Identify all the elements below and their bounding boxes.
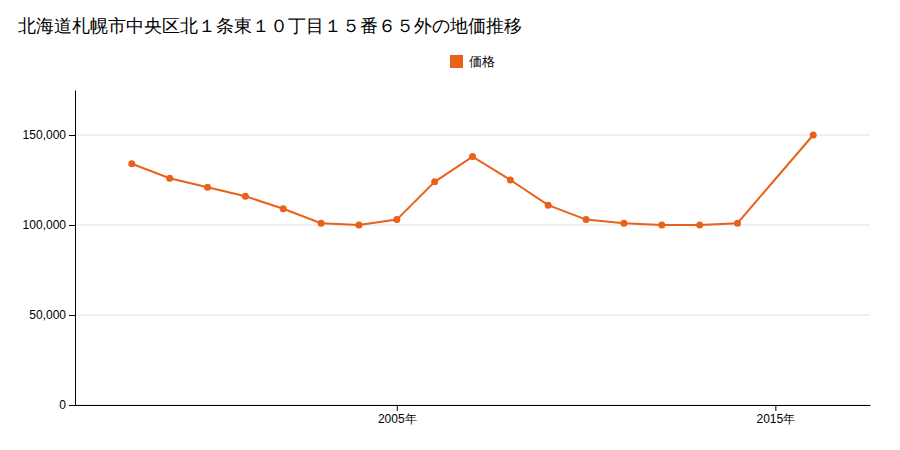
y-tick-mark bbox=[69, 225, 75, 226]
y-axis: 0 50,000 100,000 150,000 bbox=[23, 91, 76, 413]
x-tick-label: 2005年 bbox=[378, 412, 417, 426]
point bbox=[242, 193, 249, 200]
y-tick-label: 150,000 bbox=[23, 128, 67, 142]
grid-line bbox=[75, 405, 870, 406]
point bbox=[810, 132, 817, 139]
point bbox=[128, 160, 135, 167]
point bbox=[545, 202, 552, 209]
chart: 2005年 2015年 0 50,000 100,000 150,000 北海道札幌市中央区… bbox=[0, 0, 900, 450]
grid-line bbox=[75, 135, 870, 136]
x-tick-mark bbox=[775, 405, 776, 411]
point bbox=[734, 220, 741, 227]
point bbox=[507, 177, 514, 184]
point bbox=[393, 216, 400, 223]
grid-line bbox=[75, 315, 870, 316]
y-tick-mark bbox=[69, 315, 75, 316]
point bbox=[620, 220, 627, 227]
grid-line bbox=[75, 225, 870, 226]
legend-swatch bbox=[450, 55, 463, 68]
legend-label: 価格 bbox=[469, 54, 495, 69]
x-tick-label: 2015年 bbox=[757, 412, 796, 426]
y-tick-label: 50,000 bbox=[29, 308, 66, 322]
point bbox=[431, 178, 438, 185]
marks bbox=[128, 132, 816, 229]
y-tick: 150,000 bbox=[23, 128, 75, 142]
point bbox=[204, 184, 211, 191]
y-axis-line bbox=[75, 91, 76, 406]
line bbox=[132, 135, 813, 225]
point bbox=[280, 205, 287, 212]
point bbox=[355, 222, 362, 229]
plot-area: 2005年 2015年 0 50,000 100,000 150,000 bbox=[23, 91, 871, 426]
x-axis: 2005年 2015年 bbox=[76, 405, 871, 426]
y-tick-label: 100,000 bbox=[23, 218, 67, 232]
legend: 価格 bbox=[450, 54, 495, 69]
y-tick: 0 bbox=[59, 398, 75, 412]
point bbox=[318, 220, 325, 227]
y-tick: 50,000 bbox=[29, 308, 75, 322]
x-axis-line bbox=[76, 405, 871, 406]
x-tick: 2015年 bbox=[757, 405, 796, 426]
y-tick-mark bbox=[69, 135, 75, 136]
x-tick-mark bbox=[397, 405, 398, 411]
grid bbox=[75, 135, 870, 405]
x-tick: 2005年 bbox=[378, 405, 417, 426]
point bbox=[583, 216, 590, 223]
point bbox=[166, 175, 173, 182]
legend-item: 価格 bbox=[450, 54, 495, 69]
point bbox=[658, 222, 665, 229]
point bbox=[469, 153, 476, 160]
point bbox=[696, 222, 703, 229]
title: 北海道札幌市中央区北１条東１０丁目１５番６５外の地価推移 bbox=[18, 15, 522, 36]
y-tick: 100,000 bbox=[23, 218, 75, 232]
y-tick-label: 0 bbox=[59, 398, 66, 412]
y-tick-mark bbox=[69, 405, 75, 406]
